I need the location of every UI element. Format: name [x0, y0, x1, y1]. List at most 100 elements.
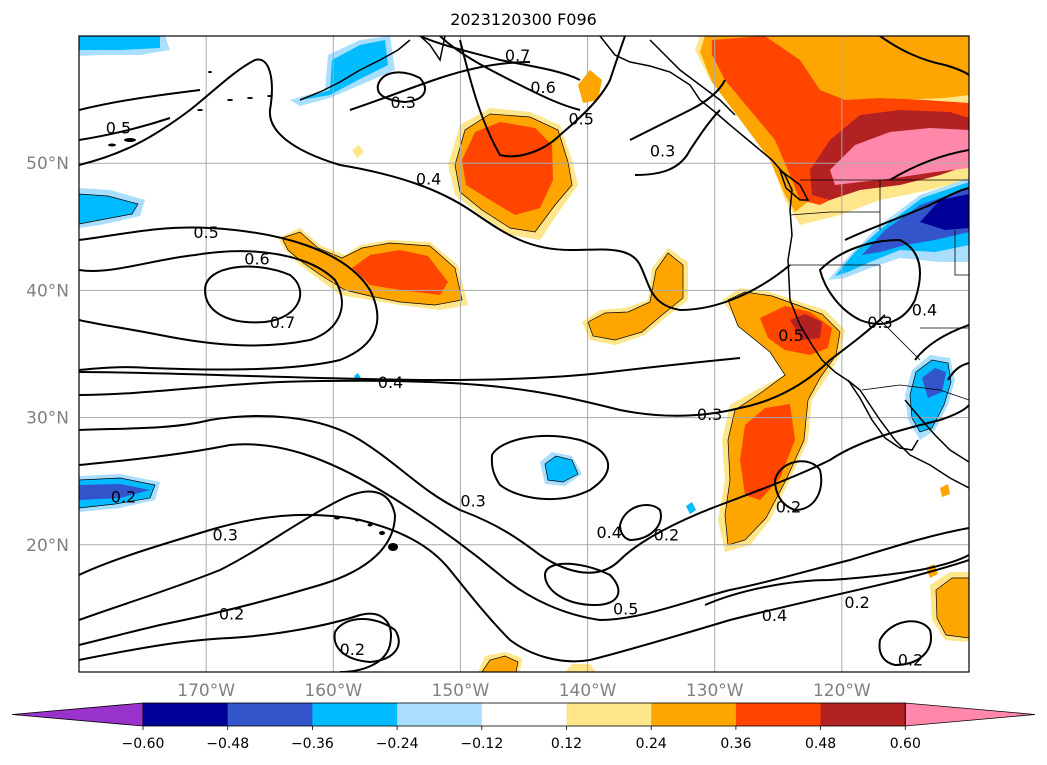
positive-shading-pink [830, 128, 969, 185]
contour-label: 0.2 [898, 650, 923, 669]
lon-tick-label: 170°W [177, 681, 235, 701]
colorbar-tick-label: 0.24 [636, 736, 667, 752]
contour-label: 0.5 [193, 223, 218, 242]
lat-tick-label: 50°N [26, 154, 69, 174]
positive-shading-red [462, 122, 553, 215]
lat-tick-label: 30°N [26, 409, 69, 429]
colorbar-tick-label: −0.36 [291, 736, 334, 752]
contour-line [79, 314, 886, 417]
negative-shading-skyblue [79, 194, 138, 224]
colorbar-tick-label: −0.12 [460, 736, 503, 752]
positive-shading-orange [940, 484, 950, 497]
shade-outline [481, 655, 519, 672]
negative-shading-skyblue [545, 456, 578, 482]
contour-label: 0.2 [844, 593, 869, 612]
contour-line [79, 513, 969, 663]
shade-outlines [79, 113, 969, 672]
hawaii-island [379, 531, 385, 535]
lon-tick-label: 120°W [813, 681, 871, 701]
contour-line [333, 618, 400, 664]
colorbar-tick-label: 0.12 [551, 736, 582, 752]
lat-tick-label: 40°N [26, 281, 69, 301]
positive-shading-yellow [352, 145, 364, 158]
aleutian-island [208, 71, 212, 73]
contour-label: 0.6 [244, 250, 269, 269]
colorbar-tick-label: −0.24 [376, 736, 419, 752]
colorbar-segment [481, 703, 567, 726]
coastlines [299, 36, 969, 489]
colorbar-tick-label: 0.60 [890, 736, 921, 752]
negative-shading-skyblue [686, 502, 696, 514]
contour-line [490, 434, 610, 501]
islands [108, 71, 398, 551]
aleutian-island [197, 109, 203, 111]
positive-shading-orange [578, 70, 602, 103]
border-nevada-east [954, 230, 969, 276]
positive-shading-orange [936, 578, 969, 638]
longitude-tick-labels: 170°W 160°W 150°W 140°W 130°W 120°W [177, 681, 871, 701]
contour-label: 0.3 [697, 405, 722, 424]
colorbar-tick-label: 0.36 [720, 736, 751, 752]
negative-shading-navy [920, 194, 969, 230]
hawaii-island [367, 523, 373, 527]
aleutian-island [247, 97, 253, 99]
colorbar-tick-label: −0.48 [206, 736, 249, 752]
contour-line [203, 265, 302, 324]
coastline-mexico [904, 399, 969, 463]
lon-tick-label: 130°W [686, 681, 744, 701]
map-title: 2023120300 F096 [450, 10, 597, 29]
contour-line [889, 149, 969, 181]
shaded-anomaly-field [79, 36, 969, 672]
shade-outline [79, 477, 156, 509]
contour-label: 0.2 [219, 604, 244, 623]
lon-tick-label: 150°W [432, 681, 490, 701]
contour-line [79, 404, 969, 574]
gridlines [79, 36, 969, 672]
contour-line [947, 362, 969, 381]
contour-line [79, 612, 392, 672]
coastline-mainland-coast [649, 39, 736, 116]
colorbar-under-arrow [11, 702, 144, 727]
colorbar-frame [142, 702, 906, 727]
colorbar-tick-labels: −0.60 −0.48 −0.36 −0.24 −0.12 0.12 0.24 0.36 0.4… [122, 726, 921, 752]
shade-outline [454, 113, 573, 233]
colorbar-segment [143, 703, 229, 726]
contour-line [878, 620, 932, 667]
contour-line [79, 490, 397, 646]
shade-outline [281, 231, 463, 306]
contour-lines [79, 36, 969, 672]
contour-label: 0.3 [212, 526, 237, 545]
map-frame [78, 35, 970, 673]
positive-shading-yellow [565, 664, 596, 672]
contour-line [773, 460, 823, 512]
contour-line [914, 324, 969, 361]
contour-line [79, 250, 343, 347]
contour-label: 0.4 [416, 169, 441, 188]
contour-label: 0.5 [568, 110, 593, 129]
contour-line [634, 109, 721, 176]
colorbar-tick-label: −0.60 [122, 736, 165, 752]
contour-label: 0.5 [778, 326, 803, 345]
contour-label: 0.4 [912, 300, 937, 319]
shade-outline [909, 359, 952, 433]
contour-line [618, 504, 662, 542]
border-wa-or [789, 211, 880, 216]
border-us-mexico [861, 384, 969, 401]
aleutian-island [124, 138, 136, 142]
negative-shading-skyblue [79, 36, 160, 50]
contour-label: 0.5 [106, 119, 131, 138]
shade-outline [587, 252, 684, 341]
colorbar-over-arrow [904, 702, 1036, 727]
contour-label: 0.2 [340, 640, 365, 659]
negative-shading-medblue [922, 368, 946, 398]
aleutian-island [108, 143, 116, 147]
shade-outline [544, 455, 579, 483]
contour-line [79, 58, 791, 312]
coastline-vancouver-island [778, 167, 810, 201]
contour-line [704, 554, 969, 606]
contour-label: 0.7 [505, 46, 530, 65]
contour-label: 0.3 [390, 93, 415, 112]
contour-label: 0.5 [613, 599, 638, 618]
colorbar-segment [651, 703, 737, 726]
